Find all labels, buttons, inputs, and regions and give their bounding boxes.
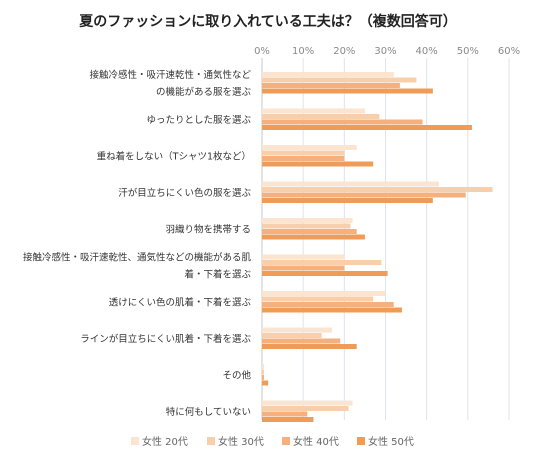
category-label: 羽織り物を携帯する (165, 224, 251, 236)
legend-swatch (131, 437, 139, 445)
category-label: 着・下着を選ぶ (184, 269, 251, 281)
category-label: ラインが目立ちにくい肌着・下着を選ぶ (80, 333, 251, 345)
bar (262, 375, 265, 380)
bar (262, 181, 440, 187)
legend-label: 女性 40代 (293, 435, 339, 448)
bar (262, 254, 345, 260)
bar (262, 119, 423, 125)
bar (262, 406, 349, 411)
bar (262, 161, 374, 167)
bar (262, 223, 351, 229)
bar (262, 265, 345, 271)
bar (262, 327, 332, 333)
bar (262, 83, 400, 88)
x-tick-label: 60% (498, 46, 520, 57)
bar (262, 400, 353, 406)
legend-swatch (357, 437, 365, 445)
bar (262, 364, 265, 369)
bar (262, 234, 365, 240)
x-tick-label: 10% (292, 46, 314, 57)
bar (262, 198, 433, 203)
category-label: 重ね着をしない（Tシャツ1枚など） (97, 151, 251, 163)
category-label: の機能がある服を選ぶ (156, 86, 252, 98)
bar (262, 411, 308, 417)
category-label: 接触冷感性・吸汗速乾性・通気性など (89, 69, 251, 81)
x-tick-label: 20% (333, 46, 355, 57)
legend-swatch (207, 437, 215, 445)
bar (262, 108, 365, 114)
legend-label: 女性 30代 (218, 435, 264, 448)
category-label: 汗が目立ちにくい色の服を選ぶ (118, 187, 251, 199)
bar (262, 369, 265, 375)
category-label: その他 (222, 370, 251, 382)
bar (262, 338, 341, 344)
bars (262, 72, 493, 422)
bar (262, 260, 382, 265)
category-labels: 接触冷感性・吸汗速乾性・通気性などの機能がある服を選ぶゆったりとした服を選ぶ重ね… (23, 69, 252, 418)
bar (262, 229, 357, 234)
bar (262, 145, 357, 150)
chart-title: 夏のファッションに取り入れている工夫は？（複数回答可） (79, 13, 457, 30)
legend-swatch (282, 437, 290, 445)
x-tick-label: 40% (416, 46, 438, 57)
legend-label: 女性 50代 (368, 435, 414, 448)
bar (262, 72, 394, 77)
bar (262, 344, 357, 349)
bar (262, 156, 345, 161)
legend: 女性 20代 女性 30代 女性 40代 女性 50代 (131, 435, 414, 448)
bar (262, 307, 402, 313)
legend-label: 女性 20代 (142, 435, 188, 448)
bar (262, 88, 433, 94)
x-tick-label: 0% (254, 46, 270, 57)
bar (262, 125, 472, 130)
bar (262, 333, 322, 338)
category-label: 特に何もしていない (166, 406, 251, 418)
bar (262, 417, 314, 422)
bar (262, 192, 466, 198)
bar (262, 114, 380, 119)
bar (262, 150, 345, 156)
category-label: ゆったりとした服を選ぶ (146, 115, 251, 126)
x-tick-label: 50% (457, 46, 479, 57)
bar (262, 218, 353, 223)
bar (262, 296, 374, 302)
x-axis-ticks: 0% 10% 20% 30% 40% 50% 60% (254, 46, 520, 57)
x-tick-label: 30% (374, 46, 396, 57)
bar (262, 302, 394, 307)
bar (262, 77, 417, 83)
bar (262, 291, 386, 296)
category-label: 接触冷感性・吸汗速乾性、通気性などの機能がある肌 (23, 252, 252, 264)
bar (262, 271, 388, 276)
bar (262, 380, 269, 386)
bar (262, 187, 493, 192)
category-label: 透けにくい色の肌着・下着を選ぶ (109, 297, 252, 309)
